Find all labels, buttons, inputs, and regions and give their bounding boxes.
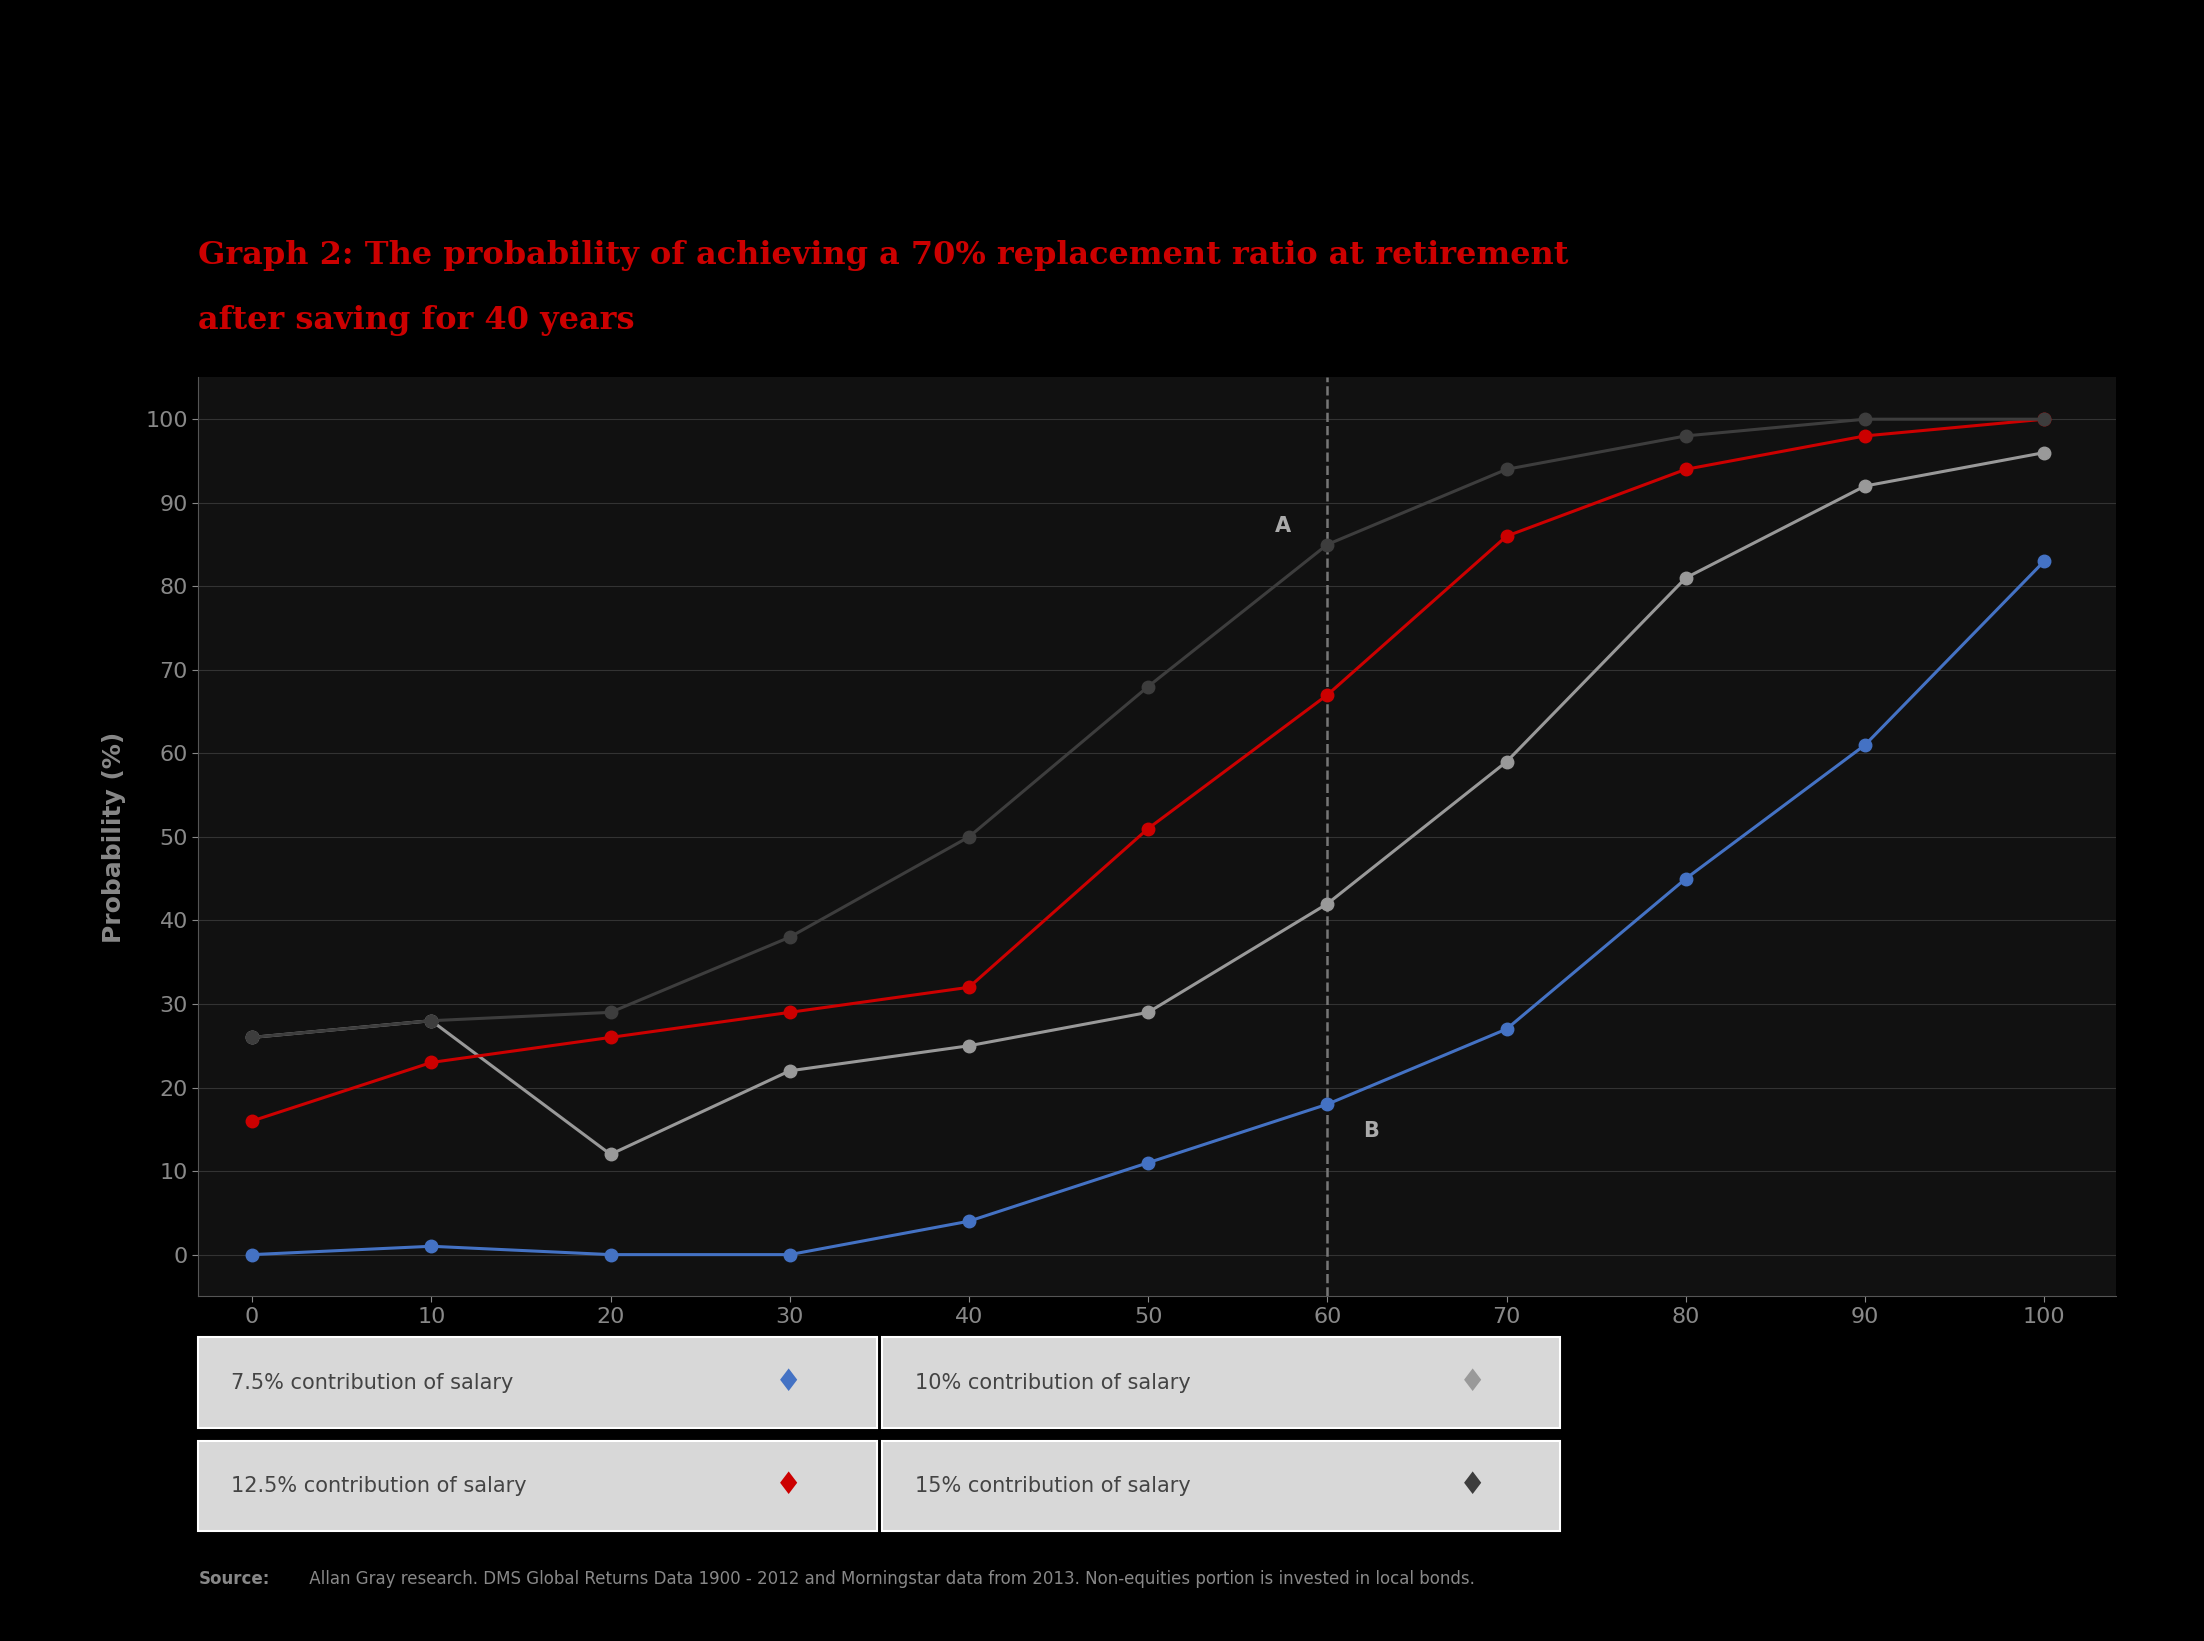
Text: B: B	[1364, 1121, 1380, 1140]
Text: A: A	[1276, 517, 1292, 537]
Text: 7.5% contribution of salary: 7.5% contribution of salary	[231, 1372, 514, 1393]
Text: 15% contribution of salary: 15% contribution of salary	[915, 1475, 1190, 1497]
Text: ♦: ♦	[776, 1369, 802, 1396]
Text: ♦: ♦	[776, 1472, 802, 1500]
Y-axis label: Probability (%): Probability (%)	[101, 732, 126, 942]
Text: 10% contribution of salary: 10% contribution of salary	[915, 1372, 1190, 1393]
Text: Source:: Source:	[198, 1570, 269, 1588]
Text: ♦: ♦	[1459, 1369, 1485, 1396]
Text: 12.5% contribution of salary: 12.5% contribution of salary	[231, 1475, 527, 1497]
Text: Graph 2: The probability of achieving a 70% replacement ratio at retirement: Graph 2: The probability of achieving a …	[198, 240, 1569, 271]
Text: ♦: ♦	[1459, 1472, 1485, 1500]
Text: Allan Gray research. DMS Global Returns Data 1900 - 2012 and Morningstar data fr: Allan Gray research. DMS Global Returns …	[304, 1570, 1474, 1588]
Text: after saving for 40 years: after saving for 40 years	[198, 305, 635, 336]
X-axis label: Exposure to local equities (%): Exposure to local equities (%)	[946, 1346, 1369, 1370]
